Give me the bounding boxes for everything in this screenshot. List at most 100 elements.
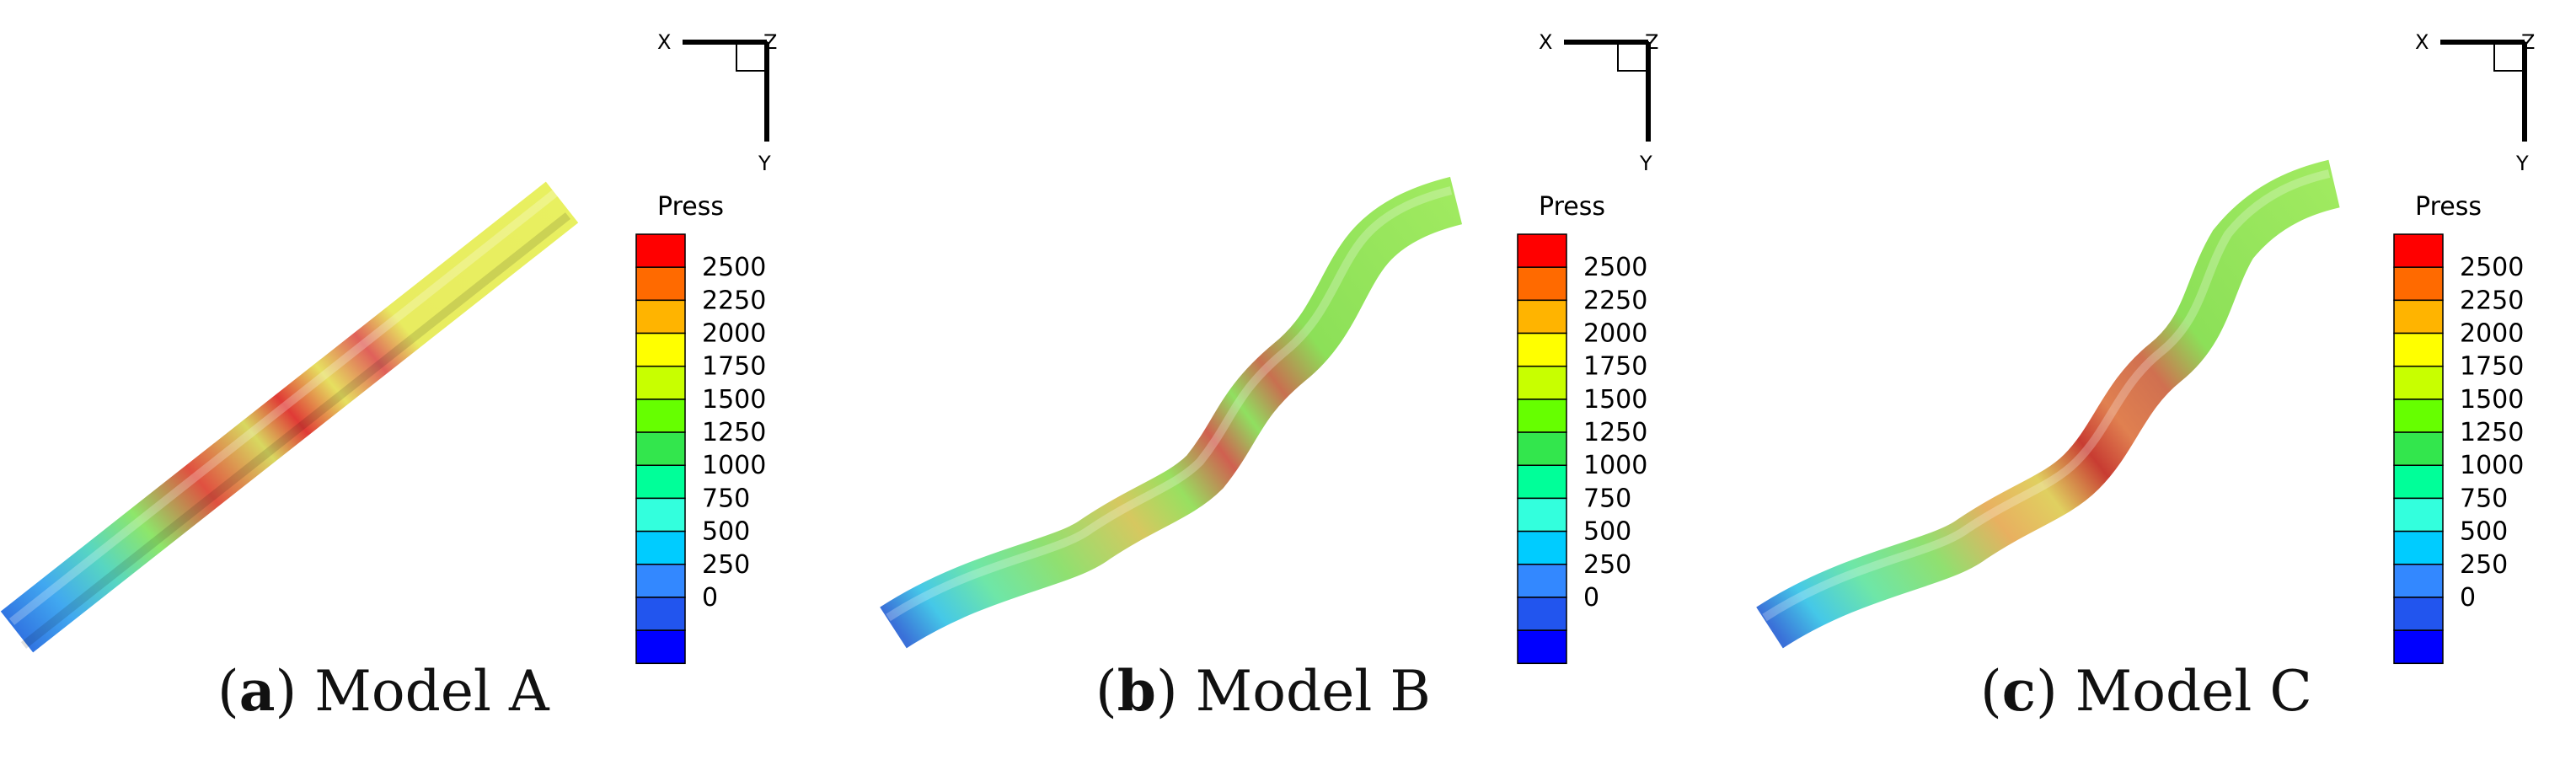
colorbar-tick-label: 0 (702, 583, 718, 613)
colorbar-swatch (2393, 464, 2444, 500)
caption-a: (a) Model A (217, 658, 549, 724)
colorbar-tick-label: 2500 (702, 253, 766, 282)
colorbar-tick-label: 500 (2460, 517, 2508, 547)
axis-triad-c: X Z Y (2415, 30, 2535, 175)
axis-triad-a: X Z Y (657, 30, 777, 175)
pipe-shadow (20, 212, 571, 649)
colorbar-swatch (635, 431, 686, 466)
pipe-model-a (0, 181, 579, 653)
axis-triad-b: X Z Y (1539, 30, 1658, 175)
colorbar-tick-label: 750 (2460, 484, 2508, 513)
colorbar-title-a: Press (657, 192, 724, 222)
colorbar-swatch (2393, 299, 2444, 334)
pipe-body (0, 181, 579, 653)
colorbar-tick-label: 1250 (702, 418, 766, 447)
caption-text: Model C (2075, 659, 2312, 724)
caption-letter: a (238, 658, 276, 724)
colorbar-swatch (2393, 497, 2444, 532)
axis-x-label: X (657, 30, 671, 54)
colorbar-swatch (1517, 299, 1567, 334)
pipe-model-b (880, 176, 1463, 649)
axis-z-label: Z (1645, 30, 1658, 54)
colorbar-tick-label: 2500 (2460, 253, 2524, 282)
axis-y-label: Y (758, 152, 771, 175)
axis-z-label: Z (763, 30, 777, 54)
pipe-body (1756, 159, 2340, 649)
axis-y-label: Y (1639, 152, 1652, 175)
colorbar-swatch (635, 530, 686, 565)
colorbar-swatch (2393, 266, 2444, 302)
colorbar-tick-label: 1750 (2460, 352, 2524, 382)
axis-z-box (2493, 41, 2525, 72)
colorbar-tick-label: 0 (2460, 583, 2476, 613)
colorbar-swatch (635, 497, 686, 532)
caption-letter: b (1117, 658, 1156, 724)
colorbar-tick-label: 2000 (1583, 319, 1647, 349)
colorbar-tick-label: 1750 (1583, 352, 1647, 382)
pipe-highlight (8, 189, 560, 625)
colorbar-swatch (1517, 233, 1567, 268)
colorbar-tick-label: 750 (1583, 484, 1631, 513)
colorbar-swatch (635, 564, 686, 598)
colorbar-swatch (635, 365, 686, 400)
colorbar-swatch (1517, 332, 1567, 367)
colorbar-swatch (635, 332, 686, 367)
colorbar-tick-label: 250 (702, 550, 750, 580)
colorbar-tick-label: 1500 (1583, 385, 1647, 415)
colorbar-swatch (1517, 431, 1567, 466)
colorbar-swatch (635, 399, 686, 433)
colorbar-tick-label: 2250 (1583, 286, 1647, 315)
colorbar-swatch (635, 299, 686, 334)
colorbar-swatch (1517, 497, 1567, 532)
colorbar-tick-label: 1000 (702, 451, 766, 480)
colorbar-swatch (635, 464, 686, 500)
colorbar-swatch (1517, 266, 1567, 302)
colorbar-tick-label: 2000 (702, 319, 766, 349)
colorbar-swatch (2393, 233, 2444, 268)
colorbar-tick-label: 0 (1583, 583, 1599, 613)
colorbar-swatch (1517, 530, 1567, 565)
axis-z-label: Z (2521, 30, 2535, 54)
axis-z-box (1617, 41, 1649, 72)
colorbar-swatch (635, 629, 686, 665)
colorbar-swatch (2393, 597, 2444, 631)
axis-x-label: X (1539, 30, 1552, 54)
pipe-highlight (886, 186, 1453, 622)
colorbar-swatch (2393, 431, 2444, 466)
colorbar-swatch (1517, 399, 1567, 433)
pipe-highlight (1762, 169, 2331, 622)
colorbar-tick-label: 1000 (1583, 451, 1647, 480)
colorbar-tick-label: 2500 (1583, 253, 1647, 282)
colorbar-tick-label: 250 (1583, 550, 1631, 580)
colorbar-tick-label: 500 (1583, 517, 1631, 547)
colorbar-swatch (2393, 399, 2444, 433)
colorbar-swatch (635, 233, 686, 268)
caption-text: Model A (314, 659, 549, 724)
colorbar-tick-label: 2000 (2460, 319, 2524, 349)
caption-text: Model B (1195, 659, 1431, 724)
colorbar-swatch (2393, 365, 2444, 400)
axis-z-box (736, 41, 768, 72)
colorbar-tick-label: 500 (702, 517, 750, 547)
axis-x-label: X (2415, 30, 2429, 54)
caption-c: (c) Model C (1980, 658, 2312, 724)
colorbar-tick-label: 1500 (702, 385, 766, 415)
colorbar-tick-label: 2250 (2460, 286, 2524, 315)
colorbar-swatch (2393, 629, 2444, 665)
caption-b: (b) Model B (1095, 658, 1431, 724)
colorbar-swatch (1517, 629, 1567, 665)
caption-letter: c (2001, 658, 2036, 724)
colorbar-swatch (1517, 564, 1567, 598)
colorbar-tick-label: 250 (2460, 550, 2508, 580)
colorbar-swatch (2393, 564, 2444, 598)
pipe-body (880, 176, 1463, 649)
colorbar-title-b: Press (1539, 192, 1605, 222)
colorbar-swatch (635, 597, 686, 631)
